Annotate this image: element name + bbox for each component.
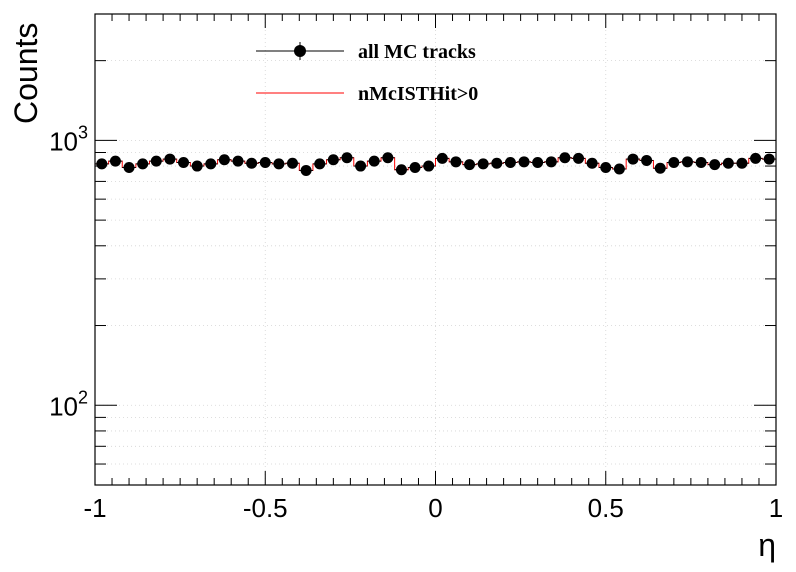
data-point bbox=[409, 161, 421, 173]
data-point bbox=[450, 156, 462, 168]
data-point bbox=[436, 152, 448, 164]
x-tick-label: 0.5 bbox=[588, 493, 624, 523]
data-point bbox=[382, 152, 394, 164]
x-tick-label: 1 bbox=[769, 493, 783, 523]
data-point bbox=[654, 162, 666, 174]
legend-label-nmc: nMcISTHit>0 bbox=[358, 83, 478, 105]
data-point bbox=[355, 160, 367, 172]
data-point bbox=[109, 155, 121, 167]
data-point bbox=[613, 163, 625, 175]
data-point bbox=[123, 161, 135, 173]
data-point bbox=[736, 157, 748, 169]
x-axis-title: η bbox=[758, 527, 776, 563]
data-point bbox=[178, 157, 190, 169]
y-tick-label: 103 bbox=[49, 122, 88, 156]
data-point bbox=[191, 160, 203, 172]
data-point bbox=[341, 152, 353, 164]
data-point bbox=[600, 161, 612, 173]
data-point bbox=[205, 158, 217, 170]
data-point bbox=[259, 157, 271, 169]
data-point bbox=[518, 156, 530, 168]
data-point bbox=[477, 158, 489, 170]
data-point bbox=[722, 157, 734, 169]
data-point bbox=[96, 158, 108, 170]
data-point bbox=[545, 156, 557, 168]
data-point bbox=[246, 157, 258, 169]
data-point bbox=[695, 157, 707, 169]
y-axis-title: Counts bbox=[8, 23, 44, 124]
data-point bbox=[395, 164, 407, 176]
data-point bbox=[218, 154, 230, 166]
data-point bbox=[586, 157, 598, 169]
x-tick-label: -0.5 bbox=[243, 493, 288, 523]
data-point bbox=[232, 155, 244, 167]
data-point bbox=[150, 155, 162, 167]
data-point bbox=[137, 158, 149, 170]
data-point bbox=[763, 153, 775, 165]
legend-label-all-mc: all MC tracks bbox=[358, 41, 476, 63]
data-point bbox=[491, 157, 503, 169]
data-point bbox=[327, 154, 339, 166]
data-point bbox=[627, 153, 639, 165]
data-point bbox=[504, 157, 516, 169]
data-point bbox=[368, 155, 380, 167]
data-point bbox=[641, 154, 653, 166]
data-point bbox=[464, 159, 476, 171]
x-tick-label: 0 bbox=[428, 493, 442, 523]
data-point bbox=[314, 158, 326, 170]
data-point bbox=[559, 152, 571, 164]
data-point bbox=[300, 164, 312, 176]
data-point bbox=[532, 157, 544, 169]
axis-ticks bbox=[94, 13, 777, 485]
data-point bbox=[573, 152, 585, 164]
tick-labels: 102 103 -1 -0.5 0 0.5 1 bbox=[49, 122, 783, 523]
data-point bbox=[273, 158, 285, 170]
legend: all MC tracks nMcISTHit>0 bbox=[256, 41, 478, 105]
data-point bbox=[164, 153, 176, 165]
data-point bbox=[423, 160, 435, 172]
data-point bbox=[286, 157, 298, 169]
data-point bbox=[750, 152, 762, 164]
x-tick-label: -1 bbox=[83, 493, 106, 523]
data-point bbox=[709, 159, 721, 171]
data-point bbox=[681, 156, 693, 168]
y-tick-label: 102 bbox=[49, 387, 88, 421]
data-point bbox=[668, 157, 680, 169]
series-layer bbox=[94, 152, 777, 485]
